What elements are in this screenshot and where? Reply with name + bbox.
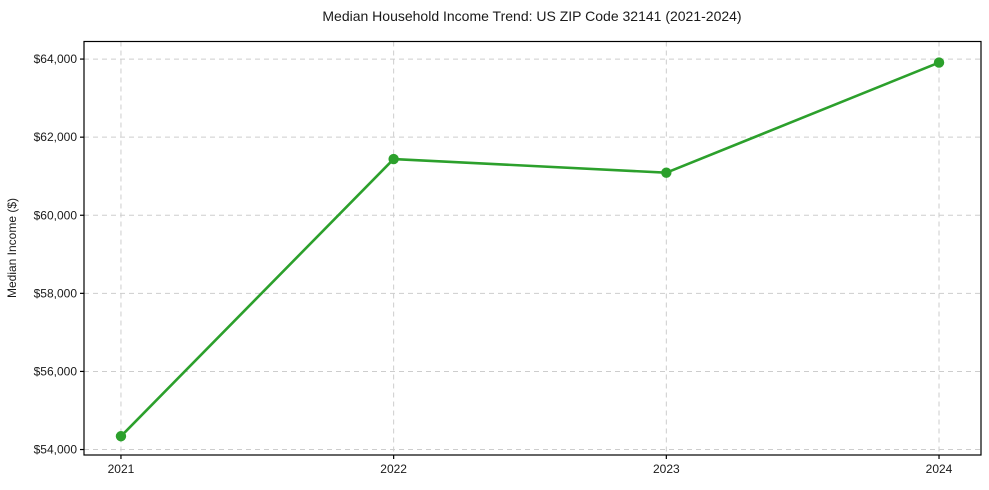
plot-background: [84, 41, 981, 455]
y-tick-label: $56,000: [34, 364, 78, 378]
x-tick-label: 2022: [380, 462, 407, 476]
y-axis-label: Median Income ($): [5, 198, 19, 298]
chart-title: Median Household Income Trend: US ZIP Co…: [322, 8, 741, 24]
tick-label-layer: $54,000 $56,000 $58,000 $60,000 $62,000 $64,0…: [34, 52, 953, 476]
grid-layer: [84, 41, 981, 455]
x-tick-label: 2023: [653, 462, 680, 476]
y-tick-label: $58,000: [34, 286, 78, 300]
data-point-2024: [933, 57, 945, 68]
series-layer: [115, 57, 945, 442]
y-tick-label: $62,000: [34, 130, 78, 144]
y-tick-label: $60,000: [34, 208, 78, 222]
y-tick-label: $54,000: [34, 443, 78, 457]
y-tick-label: $64,000: [34, 52, 78, 66]
data-point-2022: [388, 153, 399, 165]
trend-line: [119, 61, 941, 438]
data-point-2023: [661, 167, 672, 178]
plot-border: [83, 40, 982, 456]
data-point-2021: [115, 431, 127, 442]
x-tick-label: 2021: [108, 462, 135, 476]
x-tick-label: 2024: [926, 462, 953, 476]
tick-layer: [80, 58, 940, 459]
